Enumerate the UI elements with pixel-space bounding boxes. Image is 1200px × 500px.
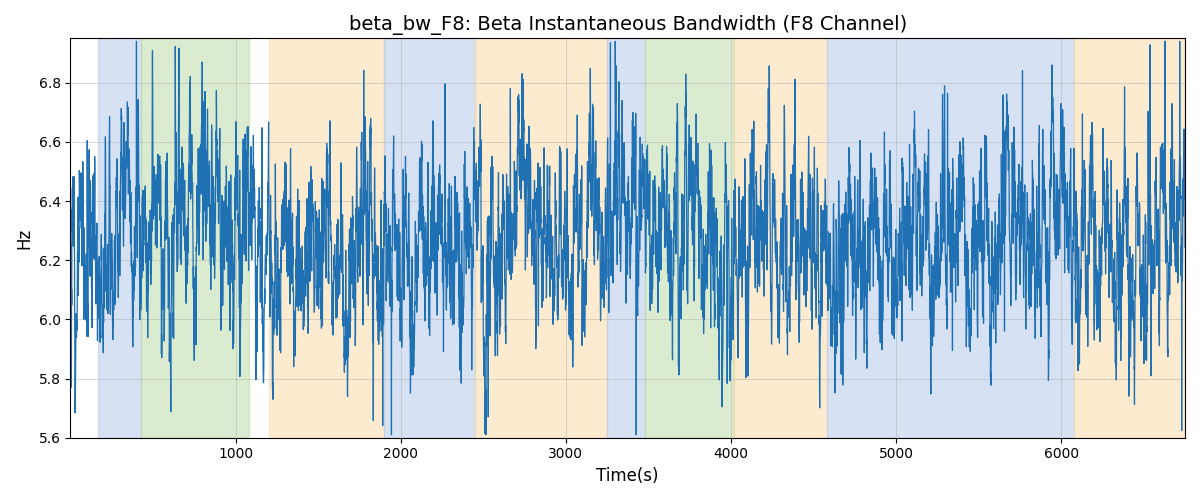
Bar — [607, 38, 646, 438]
X-axis label: Time(s): Time(s) — [596, 467, 659, 485]
Bar — [269, 38, 384, 438]
Bar — [98, 38, 142, 438]
Bar — [734, 38, 827, 438]
Bar — [142, 38, 248, 438]
Bar — [475, 38, 607, 438]
Title: beta_bw_F8: Beta Instantaneous Bandwidth (F8 Channel): beta_bw_F8: Beta Instantaneous Bandwidth… — [348, 15, 907, 35]
Bar — [1074, 38, 1186, 438]
Bar — [827, 38, 1074, 438]
Y-axis label: Hz: Hz — [14, 228, 32, 248]
Bar — [646, 38, 734, 438]
Bar — [384, 38, 475, 438]
